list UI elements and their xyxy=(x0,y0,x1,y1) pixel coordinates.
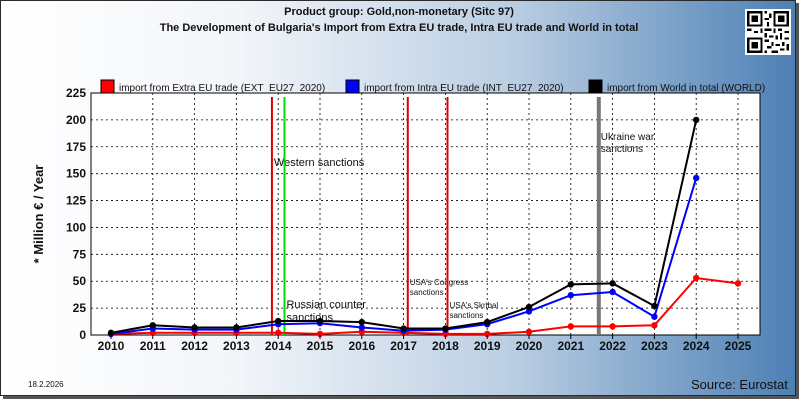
data-point-world xyxy=(651,302,658,310)
data-point-world xyxy=(358,318,365,326)
sanction-label-line: sanctions xyxy=(601,144,643,155)
data-point-intra_eu xyxy=(609,288,616,296)
x-tick-label: 2023 xyxy=(641,339,668,353)
x-tick-label: 2020 xyxy=(516,339,543,353)
sanction-label-line: Ukraine war xyxy=(601,132,655,143)
data-point-world xyxy=(567,281,574,288)
chart-title-line-1: Product group: Gold,non-monetary (Sitc 9… xyxy=(284,6,514,18)
sanction-label-line: sanctions xyxy=(449,311,483,320)
y-tick-label: 225 xyxy=(66,86,86,100)
data-point-world xyxy=(400,325,407,332)
x-tick-label: 2013 xyxy=(223,339,250,353)
data-point-extra_eu xyxy=(275,329,282,337)
data-point-world xyxy=(191,324,198,331)
sanction-label: USA's Skribal sanctions xyxy=(449,301,498,320)
plot-background xyxy=(90,92,761,336)
series-line-extra_eu xyxy=(110,276,739,335)
data-point-world xyxy=(693,116,700,124)
data-point-world xyxy=(107,329,115,337)
data-point-extra_eu xyxy=(734,280,742,287)
x-tick-label: 2017 xyxy=(390,339,417,353)
sanction-label: Ukraine war sanctions xyxy=(601,132,655,155)
data-point-extra_eu xyxy=(609,323,616,330)
x-tick-label: 2022 xyxy=(599,339,626,353)
grid-lines xyxy=(91,93,760,335)
y-tick-label: 0 xyxy=(79,328,86,342)
data-point-extra_eu xyxy=(525,328,533,335)
data-series xyxy=(107,116,742,338)
y-tick-label: 75 xyxy=(73,247,87,261)
data-point-world xyxy=(233,324,240,331)
legend-label-world: import from World in total (WORLD) xyxy=(607,83,765,94)
legend-label-extra_eu: import from Extra EU trade (EXT_EU27_202… xyxy=(119,83,325,94)
y-tick-label: 50 xyxy=(73,274,87,288)
data-point-extra_eu xyxy=(567,323,574,330)
sanction-label-line: sanctions xyxy=(286,312,333,324)
data-point-world xyxy=(316,317,324,325)
data-point-intra_eu xyxy=(693,174,700,182)
x-tick-label: 2024 xyxy=(683,339,710,353)
y-tick-label: 100 xyxy=(66,220,86,234)
x-tick-label: 2015 xyxy=(307,339,334,353)
y-tick-label: 150 xyxy=(66,167,86,181)
date-stamp: 18.2.2026 xyxy=(28,380,64,389)
x-tick-label: 2014 xyxy=(265,339,292,353)
chart-title-line-2: The Development of Bulgaria's Import fro… xyxy=(159,22,639,34)
legend-swatch-intra_eu xyxy=(345,79,360,94)
x-tick-label: 2021 xyxy=(557,339,584,353)
legend-label-intra_eu: import from Intra EU trade (INT_EU27_202… xyxy=(364,83,564,94)
x-tick-label: 2018 xyxy=(432,339,459,353)
x-tick-label: 2011 xyxy=(140,339,166,353)
y-axis-label: * Million € / Year xyxy=(31,165,46,264)
sanction-label: USA's Congress sanctions xyxy=(410,278,468,297)
source-note: Source: Eurostat xyxy=(691,377,788,392)
y-tick-label: 125 xyxy=(66,194,86,208)
data-point-intra_eu xyxy=(567,292,574,299)
data-point-world xyxy=(275,317,282,325)
data-point-extra_eu xyxy=(651,322,658,329)
data-point-extra_eu xyxy=(316,330,324,338)
data-point-world xyxy=(609,280,616,287)
sanction-label-line: Russian counter xyxy=(286,299,366,311)
data-point-extra_eu xyxy=(693,274,700,282)
x-tick-label: 2016 xyxy=(348,339,375,353)
data-point-world xyxy=(149,322,156,329)
data-point-world xyxy=(525,303,533,311)
y-tick-label: 175 xyxy=(66,140,86,154)
x-tick-label: 2019 xyxy=(474,339,501,353)
qr-code-icon xyxy=(745,9,791,55)
y-tick-label: 25 xyxy=(73,301,87,315)
axes: 0 25 50 75 100 125 150 175 200 225 2010 2011 2012 201… xyxy=(66,86,752,353)
sanction-label-line: USA's Congress xyxy=(410,278,468,287)
data-point-world xyxy=(442,325,449,332)
legend-swatch-world xyxy=(588,79,603,94)
legend-swatch-extra_eu xyxy=(100,79,115,94)
x-tick-label: 2025 xyxy=(725,339,752,353)
x-tick-label: 2012 xyxy=(181,339,208,353)
sanction-label: Western sanctions xyxy=(274,157,365,169)
data-point-intra_eu xyxy=(651,313,658,320)
data-point-extra_eu xyxy=(484,330,491,338)
sanction-label-line: USA's Skribal xyxy=(449,301,498,310)
x-tick-label: 2010 xyxy=(98,339,125,353)
sanction-label-line: sanctions xyxy=(410,288,444,297)
data-point-intra_eu xyxy=(358,324,365,331)
y-tick-label: 200 xyxy=(66,113,86,127)
data-point-world xyxy=(484,318,491,326)
legend: import from Extra EU trade (EXT_EU27_202… xyxy=(100,79,765,94)
